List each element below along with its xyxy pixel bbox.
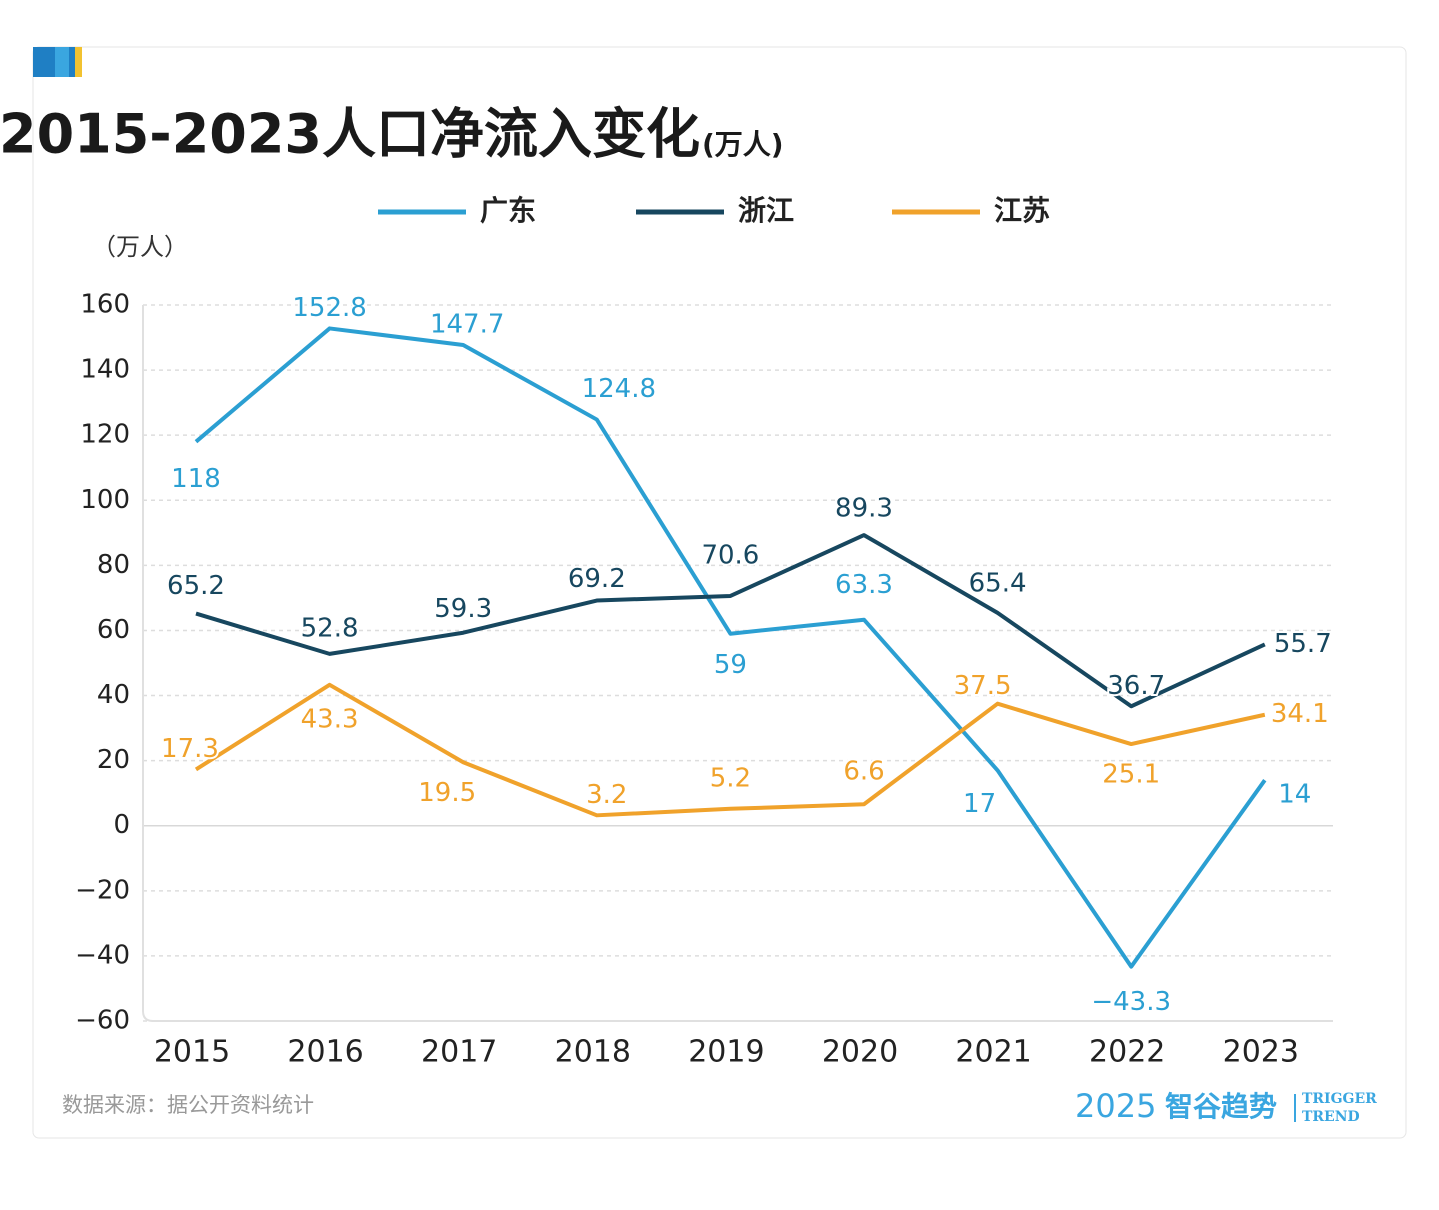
- data-label: 25.1: [1102, 760, 1160, 790]
- data-label: 65.2: [167, 571, 225, 601]
- x-tick-label: 2022: [1089, 1035, 1165, 1070]
- data-label: 6.6: [843, 757, 884, 787]
- data-label: 59.3: [434, 594, 492, 624]
- y-tick-label: −40: [75, 940, 130, 970]
- data-label: 55.7: [1274, 629, 1332, 659]
- logo-en: TREND: [1302, 1109, 1360, 1125]
- y-tick-label: 40: [97, 680, 130, 710]
- series-line: [195, 533, 1266, 709]
- logo-year: 2025: [1075, 1087, 1156, 1125]
- y-tick-label: 120: [80, 420, 130, 450]
- data-label: 19.5: [418, 778, 476, 808]
- legend-label: 浙江: [738, 194, 794, 227]
- y-tick-label: 60: [97, 615, 130, 645]
- corner-block: [75, 47, 82, 77]
- data-label: 52.8: [301, 613, 359, 643]
- x-tick-label: 2018: [555, 1035, 631, 1070]
- data-label: 36.7: [1107, 671, 1165, 701]
- data-label: 59: [714, 650, 747, 680]
- y-tick-label: 20: [97, 745, 130, 775]
- series-line: [194, 326, 1267, 969]
- title-unit: (万人): [702, 128, 784, 161]
- data-label: 65.4: [969, 568, 1027, 598]
- y-axis-label: （万人）: [92, 233, 188, 261]
- axis-line: [142, 305, 1333, 1022]
- data-label: 5.2: [710, 763, 751, 793]
- data-label: 69.2: [568, 564, 626, 594]
- data-label: 118: [171, 464, 221, 494]
- data-label: 124.8: [582, 374, 656, 404]
- y-tick-label: 160: [80, 290, 130, 320]
- legend-label: 江苏: [994, 194, 1050, 227]
- data-label: −43.3: [1091, 987, 1171, 1017]
- data-label: 3.2: [586, 780, 627, 810]
- series-line: [194, 682, 1266, 818]
- data-label: 43.3: [301, 704, 359, 734]
- y-tick-label: 0: [113, 810, 130, 840]
- data-label: 63.3: [835, 570, 893, 600]
- logo-en: TRIGGER: [1302, 1091, 1377, 1107]
- y-tick-label: 80: [97, 550, 130, 580]
- x-tick-label: 2017: [421, 1035, 497, 1070]
- y-tick-label: 140: [80, 355, 130, 385]
- data-label: 152.8: [292, 293, 366, 323]
- y-tick-label: −60: [75, 1006, 130, 1036]
- x-tick-label: 2015: [154, 1035, 230, 1070]
- data-label: 70.6: [701, 540, 759, 570]
- data-label: 17.3: [161, 734, 219, 764]
- x-tick-label: 2023: [1223, 1035, 1299, 1070]
- x-tick-label: 2016: [287, 1035, 363, 1070]
- data-label: 14: [1278, 780, 1311, 810]
- legend-label: 广东: [480, 194, 536, 227]
- data-label: 34.1: [1271, 699, 1329, 729]
- y-tick-label: 100: [80, 485, 130, 515]
- x-tick-label: 2021: [955, 1035, 1031, 1070]
- corner-block: [55, 47, 69, 77]
- logo-name: 智谷趋势: [1165, 1090, 1277, 1123]
- chart-title: 粤浙苏三省2015-2023人口净流入变化: [0, 103, 700, 166]
- y-tick-label: −20: [75, 875, 130, 905]
- source: 数据来源：据公开资料统计: [62, 1093, 314, 1117]
- x-tick-label: 2020: [822, 1035, 898, 1070]
- data-label: 147.7: [430, 310, 504, 340]
- data-label: 17: [963, 789, 996, 819]
- x-tick-label: 2019: [688, 1035, 764, 1070]
- data-label: 37.5: [954, 671, 1012, 701]
- data-label: 89.3: [835, 494, 893, 524]
